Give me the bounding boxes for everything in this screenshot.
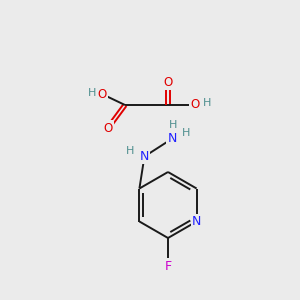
- Text: O: O: [103, 122, 112, 134]
- Text: N: N: [140, 150, 149, 163]
- Text: H: H: [126, 146, 135, 157]
- Text: O: O: [164, 76, 172, 88]
- Text: O: O: [190, 98, 200, 112]
- Text: H: H: [88, 88, 96, 98]
- Text: H: H: [169, 121, 178, 130]
- Text: F: F: [164, 260, 172, 272]
- Text: H: H: [182, 128, 190, 139]
- Text: N: N: [192, 215, 201, 228]
- Text: O: O: [98, 88, 106, 101]
- Text: H: H: [203, 98, 211, 108]
- Text: N: N: [168, 132, 177, 145]
